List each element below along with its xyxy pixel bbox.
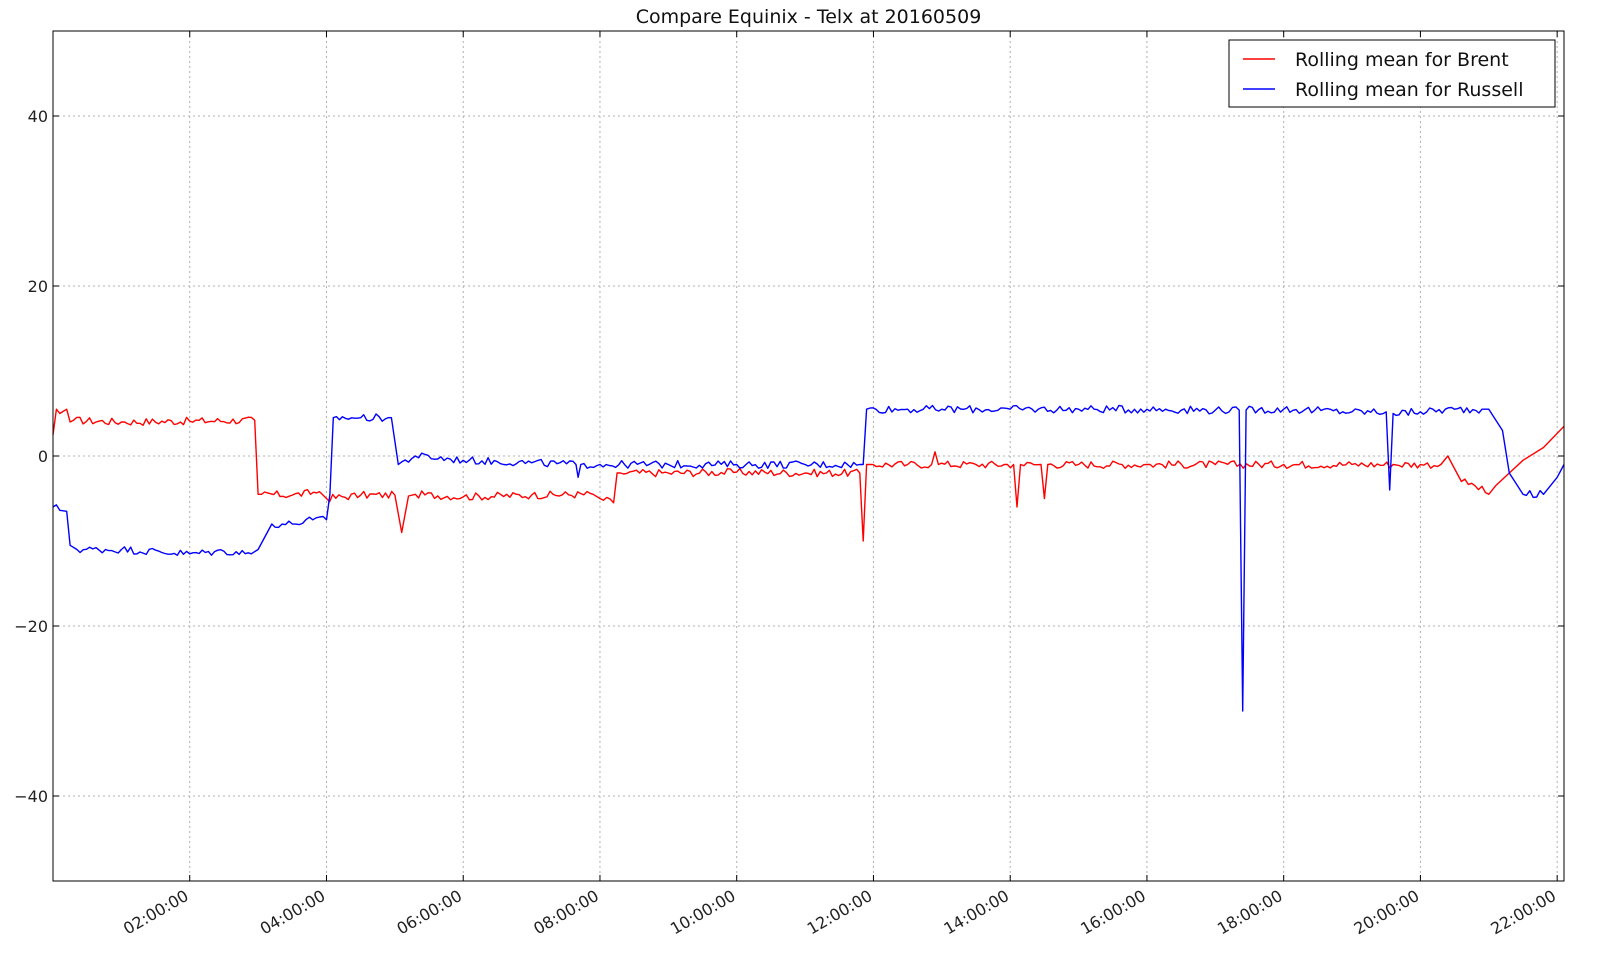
chart-title: Compare Equinix - Telx at 20160509 [636,6,982,28]
y-tick-label: 40 [28,107,48,126]
legend-label: Rolling mean for Brent [1295,49,1509,71]
y-tick-label: −20 [14,617,48,636]
y-tick-label: 0 [38,447,48,466]
y-tick-label: 20 [28,277,48,296]
y-tick-label: −40 [14,787,48,806]
series-line-russell [52,404,1565,712]
grid [53,31,1564,881]
legend-label: Rolling mean for Russell [1295,79,1523,101]
series-lines [52,404,1565,712]
legend-box [1228,39,1556,108]
legend: Rolling mean for Brent Rolling mean for R… [1228,39,1556,108]
series-line-brent [52,408,1565,542]
